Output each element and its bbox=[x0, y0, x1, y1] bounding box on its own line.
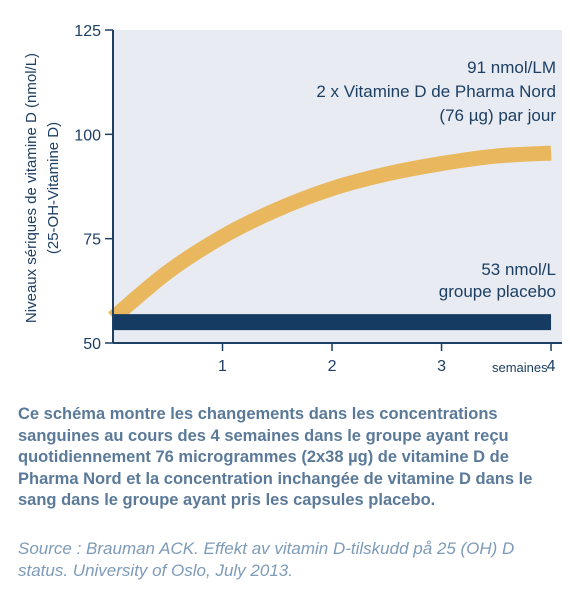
y-axis-label-sub: (25-OH-Vitamine D) bbox=[45, 122, 62, 254]
chart-caption: Ce schéma montre les changements dans le… bbox=[18, 405, 533, 509]
y-tick-label: 125 bbox=[74, 23, 101, 40]
x-tick-label: 4 bbox=[547, 358, 556, 375]
annotation-vitamin-d: 91 nmol/LM bbox=[467, 58, 556, 77]
y-tick-label: 75 bbox=[83, 232, 101, 249]
annotation-vitamin-d: (76 µg) par jour bbox=[439, 106, 556, 125]
y-tick-label: 50 bbox=[83, 336, 101, 353]
x-tick-label: 3 bbox=[437, 358, 446, 375]
annotation-placebo: groupe placebo bbox=[439, 282, 556, 301]
source-citation: Source : Brauman ACK. Effekt av vitamin … bbox=[18, 539, 515, 580]
annotation-placebo: 53 nmol/L bbox=[481, 260, 556, 279]
x-tick-label: 2 bbox=[328, 358, 337, 375]
chart: 50 75 100 125 1 2 3 4 91 nmol/LM 2 x Vitamine D… bbox=[23, 23, 562, 375]
y-tick-label: 100 bbox=[74, 127, 101, 144]
y-axis-label: Niveaux sériques de vitamine D (nmol/L) bbox=[23, 53, 40, 323]
x-tick-label: 1 bbox=[218, 358, 227, 375]
x-axis-label: semaines bbox=[492, 360, 548, 375]
series-line-vitamin-d bbox=[108, 145, 552, 324]
annotation-vitamin-d: 2 x Vitamine D de Pharma Nord bbox=[316, 82, 556, 101]
